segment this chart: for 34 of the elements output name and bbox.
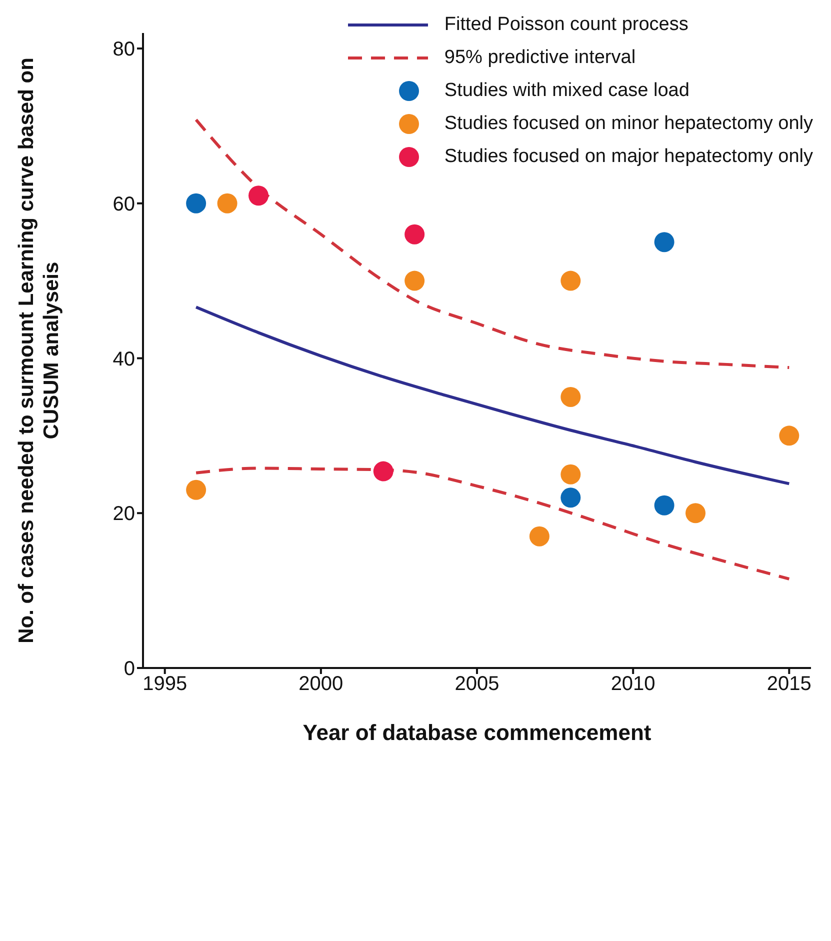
y-tick-label: 0 xyxy=(124,658,135,680)
x-tick-label: 1995 xyxy=(142,673,188,696)
point xyxy=(560,386,581,407)
point xyxy=(373,461,394,482)
point xyxy=(779,426,800,446)
x-tick-label: 2005 xyxy=(454,673,500,696)
y-tick-label: 80 xyxy=(112,38,135,61)
y-tick-label: 60 xyxy=(112,193,135,216)
point xyxy=(654,495,674,516)
x-tick-label: 2010 xyxy=(610,673,656,696)
point xyxy=(186,193,206,214)
point xyxy=(560,488,581,508)
point xyxy=(404,270,425,291)
y-tick-label: 40 xyxy=(112,348,135,370)
x-axis-title: Year of database commencement xyxy=(302,720,652,745)
legend-label: Studies focused on major hepatectomy only xyxy=(444,146,813,168)
point xyxy=(404,224,425,244)
legend-label: Studies with mixed case load xyxy=(444,80,690,102)
x-tick-label: 2015 xyxy=(766,673,812,696)
y-tick-label: 20 xyxy=(112,503,135,526)
point xyxy=(186,480,206,500)
x-tick-label: 2000 xyxy=(298,673,344,696)
point xyxy=(654,232,674,252)
line-series xyxy=(194,306,791,486)
point xyxy=(217,193,238,214)
point xyxy=(529,526,550,546)
point xyxy=(560,464,581,484)
legend-label: Fitted Poisson count process xyxy=(444,14,688,36)
y-axis-title: No. of cases needed to surmount Learning curve based on CUSUM analyseis xyxy=(15,58,63,644)
legend-label: Studies focused on minor hepatectomy only xyxy=(444,112,813,134)
point xyxy=(686,503,706,524)
point xyxy=(248,186,268,206)
point xyxy=(560,270,581,291)
legend-label: 95% predictive interval xyxy=(444,46,636,68)
